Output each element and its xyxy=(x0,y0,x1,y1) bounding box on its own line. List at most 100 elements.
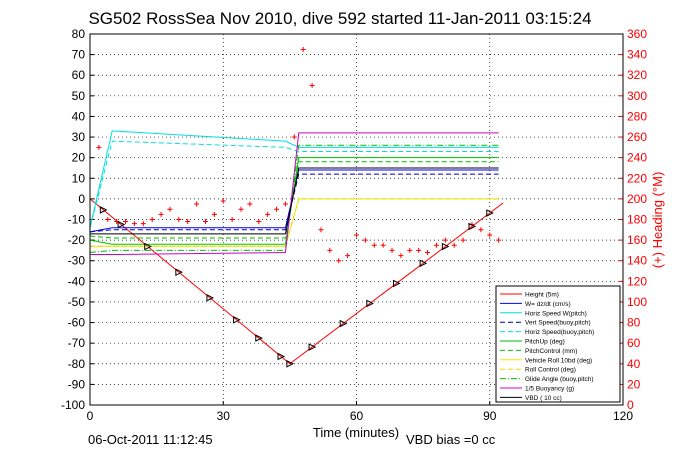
y-tick-label: -10 xyxy=(68,213,86,227)
series-line-10 xyxy=(90,132,499,256)
height-marker xyxy=(286,359,294,368)
height-marker xyxy=(486,209,494,217)
height-marker xyxy=(468,222,477,231)
heading-point xyxy=(496,237,502,243)
height-marker xyxy=(392,279,401,288)
heading-point xyxy=(131,221,137,227)
x-tick-label: 60 xyxy=(350,409,364,423)
height-markers xyxy=(99,206,494,368)
right-y-tick-label: 60 xyxy=(627,336,641,350)
heading-point xyxy=(425,249,431,255)
right-y-tick-label: 320 xyxy=(627,68,647,82)
legend-label-3: Vert Speed(buoy,pitch) xyxy=(525,320,591,327)
heading-point xyxy=(362,237,368,243)
legend-label-9: Glide Angle (buoy,pitch) xyxy=(525,376,594,383)
heading-point xyxy=(407,247,413,253)
height-marker xyxy=(255,334,263,342)
heading-point xyxy=(398,253,404,259)
heading-point xyxy=(247,201,253,207)
height-marker xyxy=(144,242,152,251)
right-y-tick-label: 100 xyxy=(627,295,647,309)
height-marker xyxy=(206,294,215,302)
heading-point xyxy=(354,232,359,238)
y-tick-label: 0 xyxy=(78,192,85,206)
heading-point xyxy=(478,227,484,233)
y-tick-label: 10 xyxy=(72,171,86,185)
right-y-tick-label: 240 xyxy=(627,151,647,165)
vbd-bias: VBD bias =0 cc xyxy=(406,432,496,447)
y-tick-label: 20 xyxy=(72,151,86,165)
right-y-tick-label: 180 xyxy=(627,213,647,227)
heading-point xyxy=(327,247,333,253)
plot-frame xyxy=(89,33,624,406)
x-tick-label: 30 xyxy=(217,409,231,423)
right-y-tick-label: 340 xyxy=(627,48,647,62)
heading-point xyxy=(167,206,173,212)
series-line-6 xyxy=(89,161,499,239)
legend-label-2: Horiz Speed W(pitch) xyxy=(525,310,587,317)
heading-point xyxy=(123,219,129,225)
heading-point xyxy=(202,219,208,225)
heading-point xyxy=(416,247,422,253)
height-marker xyxy=(339,319,348,328)
right-y-tick-label: 0 xyxy=(627,398,634,412)
height-marker xyxy=(277,352,286,361)
series-line-8 xyxy=(90,198,499,247)
x-axis-ticks: 0 30 60 90 120 xyxy=(87,401,633,423)
heading-points xyxy=(96,46,502,264)
height-marker xyxy=(419,259,428,268)
heading-point xyxy=(220,198,226,204)
left-y-axis-ticks: 80 70 60 50 40 30 20 10 0 -10 -20 -30 -40 -50 -60 -70 -8… xyxy=(61,27,94,412)
right-y-tick-label: 40 xyxy=(627,357,641,371)
right-y-axis-ticks: 3603403203002802602402202001801601401201… xyxy=(619,27,647,412)
heading-point xyxy=(291,134,297,140)
y-tick-label: -100 xyxy=(61,398,85,412)
legend: Height (5m) W= dz/dt (cm/s) Horiz Speed W(… xyxy=(495,285,621,403)
heading-point xyxy=(460,237,466,243)
x-tick-label: 0 xyxy=(87,409,94,423)
heading-point xyxy=(442,237,448,243)
y-tick-label: 50 xyxy=(72,89,86,103)
heading-point xyxy=(194,201,200,207)
x-axis-label: Time (minutes) xyxy=(313,425,399,440)
right-y-tick-label: 140 xyxy=(627,254,647,268)
height-marker xyxy=(441,242,450,251)
y-tick-label: 80 xyxy=(72,27,86,41)
right-y-tick-label: 260 xyxy=(627,130,647,144)
legend-label-4: Horiz Speed(buoy,pitch) xyxy=(525,329,594,336)
series-line-1 xyxy=(89,169,499,233)
series-lines xyxy=(89,130,504,365)
legend-label-1: W= dz/dt (cm/s) xyxy=(525,301,571,308)
right-y-tick-label: 280 xyxy=(627,109,647,123)
series-line-7 xyxy=(90,198,499,247)
right-y-axis-label: (+) Heading (°M) xyxy=(650,172,665,269)
legend-label-11: VBD ( 10 cc) xyxy=(525,395,562,402)
height-marker xyxy=(233,315,241,324)
heading-point xyxy=(371,242,377,248)
timestamp: 06-Oct-2011 11:12:45 xyxy=(88,432,213,447)
legend-label-5: PitchUp (deg) xyxy=(525,339,565,346)
heading-point xyxy=(274,206,280,212)
series-line-11 xyxy=(90,167,499,235)
heading-point xyxy=(238,206,244,212)
heading-point xyxy=(300,46,306,52)
y-tick-label: 30 xyxy=(72,130,86,144)
x-tick-label: 120 xyxy=(613,409,633,423)
y-tick-label: -90 xyxy=(68,377,86,391)
y-tick-label: -40 xyxy=(68,274,86,288)
series-line-2 xyxy=(89,130,499,228)
heading-point xyxy=(96,144,102,150)
heading-point xyxy=(433,242,439,248)
x-tick-label: 90 xyxy=(483,409,497,423)
heading-point xyxy=(318,227,324,233)
height-marker xyxy=(99,206,108,214)
heading-point xyxy=(105,217,111,222)
heading-point xyxy=(389,247,395,253)
right-y-tick-label: 220 xyxy=(627,171,647,185)
heading-point xyxy=(487,232,493,238)
heading-point xyxy=(265,211,271,217)
y-tick-label: -20 xyxy=(68,233,86,247)
heading-point xyxy=(336,258,342,264)
